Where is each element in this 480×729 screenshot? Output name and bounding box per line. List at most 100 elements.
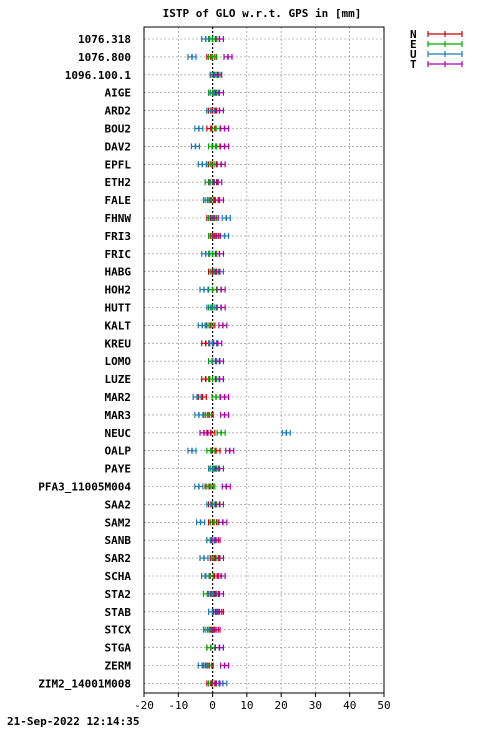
- marker-t: [214, 590, 225, 597]
- marker-u: [219, 232, 230, 239]
- x-tick-label: 20: [275, 699, 288, 712]
- marker-t: [214, 250, 225, 257]
- station-label: DAV2: [105, 140, 132, 153]
- station-label: STA2: [105, 588, 132, 601]
- marker-t: [216, 286, 226, 293]
- marker-u: [281, 429, 291, 436]
- marker-t: [221, 483, 231, 490]
- legend-swatch-t: [427, 61, 463, 67]
- station-label: ZIM2_14001M008: [38, 677, 131, 690]
- marker-u: [201, 573, 211, 579]
- marker-t: [225, 447, 235, 454]
- marker-t: [216, 304, 226, 311]
- x-axis-ticks: -20 -10 0 10 20 30 40 50: [134, 693, 391, 712]
- legend-swatch-n: [427, 31, 463, 37]
- marker-t: [214, 197, 225, 204]
- plot-frame: [143, 26, 385, 694]
- x-tick-label: -20: [134, 699, 154, 712]
- station-label: STGA: [105, 642, 132, 655]
- station-label: HABG: [105, 266, 132, 279]
- marker-t: [213, 71, 223, 78]
- marker-t: [219, 411, 230, 418]
- x-tick-label: 30: [309, 699, 322, 712]
- marker-u: [194, 483, 204, 490]
- marker-u: [199, 555, 209, 562]
- station-label: SAR2: [105, 552, 132, 565]
- station-label: ARD2: [105, 105, 132, 118]
- marker-t: [214, 465, 225, 472]
- legend-label-n: N: [410, 28, 417, 41]
- marker-t: [211, 680, 221, 687]
- marker-u: [221, 215, 231, 221]
- x-tick-label: -10: [168, 699, 188, 712]
- station-label: FRIC: [105, 248, 132, 261]
- marker-t: [214, 376, 225, 383]
- marker-t: [219, 143, 230, 150]
- data-markers: [187, 36, 291, 687]
- marker-t: [211, 626, 221, 633]
- station-label: FALE: [105, 194, 132, 207]
- legend-swatch-u: [427, 51, 463, 57]
- marker-t: [214, 555, 225, 562]
- marker-t: [219, 662, 230, 669]
- marker-t: [214, 36, 225, 42]
- marker-u: [194, 411, 204, 418]
- station-label: BOU2: [105, 123, 132, 136]
- marker-t: [219, 394, 230, 400]
- marker-t: [214, 107, 225, 114]
- station-label: FHNW: [105, 212, 132, 225]
- marker-t: [216, 573, 226, 579]
- legend-label-t: T: [410, 58, 417, 71]
- marker-t: [219, 125, 230, 132]
- marker-t: [213, 608, 223, 615]
- marker-u: [187, 447, 197, 454]
- marker-n: [211, 447, 221, 454]
- marker-t: [213, 340, 223, 347]
- marker-u: [197, 662, 207, 669]
- station-label: PFA3_11005M004: [38, 481, 131, 494]
- marker-u: [190, 143, 201, 150]
- x-tick-label: 0: [209, 699, 216, 712]
- station-label: SCHA: [105, 570, 132, 583]
- marker-u: [187, 53, 197, 60]
- station-label: OALP: [105, 445, 132, 458]
- station-label: MAR3: [105, 409, 132, 422]
- marker-u: [206, 304, 216, 311]
- marker-u: [194, 125, 204, 132]
- timestamp-footer: 21-Sep-2022 12:14:35: [7, 715, 139, 728]
- marker-e: [207, 143, 218, 150]
- station-label: SAA2: [105, 498, 132, 511]
- station-label: HOH2: [105, 284, 132, 297]
- station-label: HUTT: [105, 302, 132, 315]
- gridlines: [143, 27, 385, 693]
- marker-t: [214, 644, 225, 651]
- station-label: STAB: [105, 606, 132, 619]
- station-label: NEUC: [105, 427, 132, 440]
- marker-t: [223, 53, 233, 60]
- station-label: KREU: [105, 337, 132, 350]
- marker-t: [216, 161, 226, 168]
- station-label: ETH2: [105, 176, 132, 189]
- legend-label-e: E: [410, 38, 417, 51]
- marker-e: [207, 53, 218, 60]
- station-labels: 1076.318 1076.800 1096.100.1 AIGE ARD2 BOU2 DA…: [38, 33, 131, 690]
- station-label: LOMO: [105, 355, 132, 368]
- marker-t: [211, 232, 221, 239]
- station-label: SANB: [105, 534, 132, 547]
- station-label: KALT: [105, 319, 132, 332]
- x-tick-label: 10: [240, 699, 253, 712]
- station-label: LUZE: [105, 373, 132, 386]
- marker-e: [206, 483, 216, 490]
- station-label: EPFL: [105, 158, 132, 171]
- marker-u: [202, 197, 213, 204]
- x-tick-label: 40: [343, 699, 356, 712]
- station-label: 1076.800: [78, 51, 131, 64]
- marker-t: [211, 268, 221, 275]
- marker-u: [195, 519, 206, 526]
- x-tick-label: 50: [377, 699, 390, 712]
- station-label: FRI3: [105, 230, 132, 243]
- chart-title: ISTP of GLO w.r.t. GPS in [mm]: [163, 7, 362, 20]
- marker-u: [199, 286, 209, 293]
